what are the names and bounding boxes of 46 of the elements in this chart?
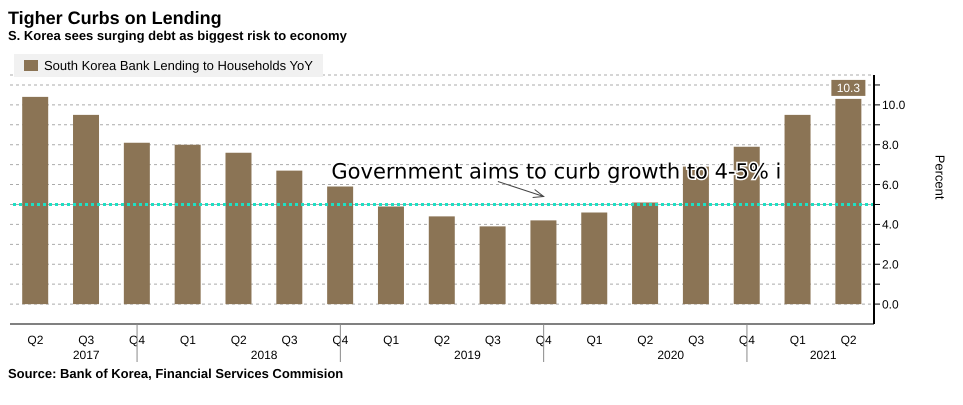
text: 2019 <box>454 348 482 362</box>
bar <box>124 142 150 304</box>
bar <box>225 152 252 304</box>
y-tick-label: 10.0 <box>882 98 906 112</box>
x-tick-label: Q1 <box>180 333 196 347</box>
legend-label: South Korea Bank Lending to Households YoY <box>44 58 313 73</box>
bar <box>784 114 811 304</box>
bar <box>378 206 404 304</box>
x-tick-label: Q2 <box>27 333 44 347</box>
bar <box>530 220 556 304</box>
text: 2020 <box>657 348 684 362</box>
bar <box>174 144 201 304</box>
x-tick-label: Q1 <box>383 333 400 347</box>
x-tick-label: Q1 <box>790 333 806 347</box>
bar <box>327 186 354 304</box>
source-note: Source: Bank of Korea, Financial Services Commision <box>8 366 344 381</box>
bar <box>835 98 862 304</box>
y-tick-label: 2.0 <box>882 258 900 272</box>
bar <box>73 114 100 304</box>
x-tick-label: Q2 <box>637 333 654 347</box>
bar <box>428 216 455 304</box>
x-tick-label: Q2 <box>840 333 857 347</box>
bar <box>480 226 506 304</box>
y-tick-label: 8.0 <box>882 138 900 152</box>
bar <box>22 96 48 304</box>
text: 2018 <box>250 348 278 362</box>
x-tick-label: Q3 <box>688 333 704 347</box>
x-tick-label: Q2 <box>230 333 248 347</box>
y-tick-label: 4.0 <box>882 218 900 232</box>
x-tick-label: Q3 <box>78 333 95 347</box>
chart-subtitle: S. Korea sees surging debt as biggest risk to economy <box>8 28 348 44</box>
y-axis-title: Percent <box>932 154 948 200</box>
text: 2021 <box>810 348 837 362</box>
data-label: 10.3 <box>836 80 860 95</box>
ref-line-label: Government aims to curb growth to 4-5% i <box>331 159 782 184</box>
y-tick-label: 6.0 <box>882 178 900 192</box>
y-tick-label: 0.0 <box>882 297 900 312</box>
chart-title: Tigher Curbs on Lending <box>8 8 223 28</box>
text: 2017 <box>72 348 100 362</box>
bar <box>632 202 658 304</box>
x-tick-label: Q1 <box>586 333 603 347</box>
bar <box>276 170 302 304</box>
x-tick-label: Q3 <box>282 333 298 347</box>
x-tick-label: Q2 <box>434 333 450 347</box>
bar <box>581 212 608 304</box>
x-tick-label: Q3 <box>484 333 502 347</box>
